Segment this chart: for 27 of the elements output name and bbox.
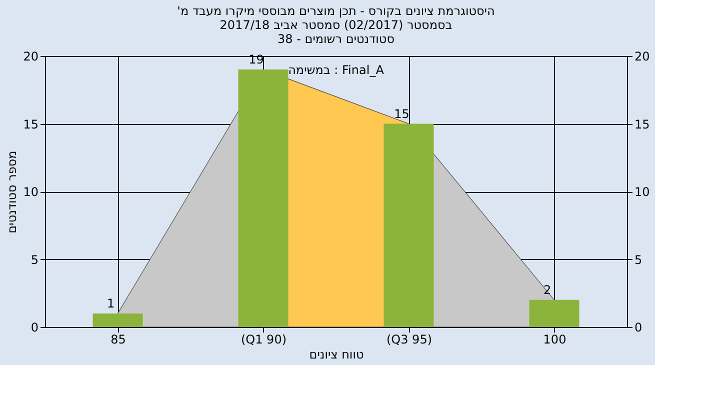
text: 'היסטוגרמת ציונים בקורס - תכן מוצרים מבוססי מיקרו מעבד מ bbox=[177, 4, 495, 18]
x-tick-label: (Q1 90) bbox=[240, 332, 287, 346]
y2-tick-label: 0 bbox=[634, 320, 642, 334]
y-axis-title: מספר סטודנטים bbox=[5, 150, 20, 234]
text: סטודנטים רשומים - 38 bbox=[277, 32, 395, 46]
data-label: 15 bbox=[394, 106, 410, 121]
annotation: במשימה : Final_A bbox=[288, 63, 385, 77]
x-tick-label: (Q3 95) bbox=[386, 332, 432, 346]
bar bbox=[529, 300, 580, 327]
bar bbox=[92, 313, 143, 327]
x-tick-label: 85 bbox=[110, 332, 126, 346]
text: בסמסטר (02/2017) סמסטר אביב 2017/18 bbox=[220, 18, 452, 32]
y-tick-label: 10 bbox=[23, 185, 38, 199]
y-tick-label: 20 bbox=[23, 50, 38, 64]
y2-tick-label: 20 bbox=[634, 50, 650, 64]
x-tick-label: 100 bbox=[543, 332, 566, 346]
x-axis-title: טווח ציונים bbox=[309, 348, 364, 362]
data-label: 1 bbox=[106, 296, 115, 310]
data-label: 2 bbox=[543, 282, 552, 297]
y2-tick-label: 15 bbox=[634, 117, 650, 132]
y-tick-label: 5 bbox=[30, 252, 38, 267]
y2-tick-label: 5 bbox=[634, 252, 642, 267]
bar bbox=[384, 124, 434, 327]
y2-tick-label: 10 bbox=[634, 185, 650, 199]
y-tick-label: 0 bbox=[30, 320, 38, 334]
y-tick-label: 15 bbox=[23, 117, 38, 132]
bar bbox=[238, 70, 288, 327]
